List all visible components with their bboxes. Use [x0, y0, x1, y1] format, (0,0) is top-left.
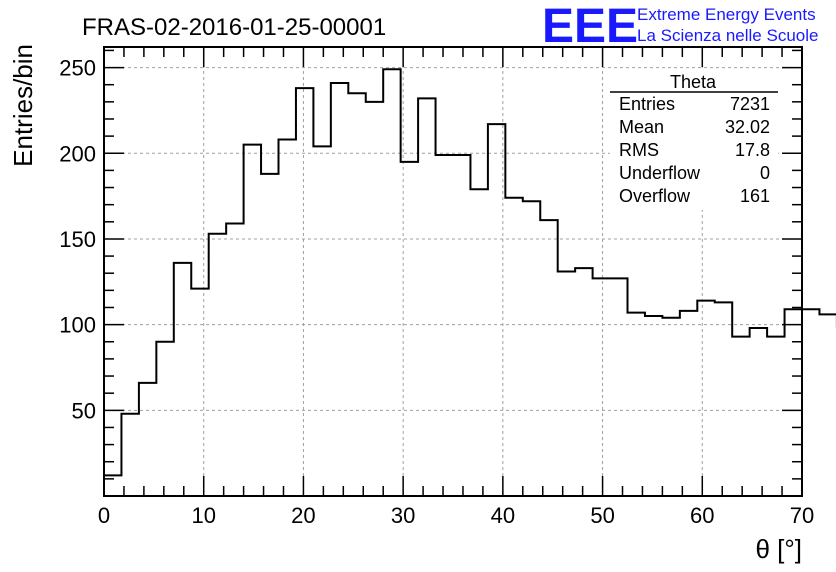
histogram-outline [103, 68, 836, 496]
stats-box: Theta Entries 7231 Mean 32.02 RMS 17.8 Underfl… [610, 70, 778, 210]
histogram-bin [715, 302, 732, 496]
histogram-bin [401, 162, 418, 496]
histogram-bin [610, 278, 627, 496]
histogram-bin [558, 272, 575, 497]
stats-title: Theta [670, 72, 717, 92]
histogram-bin [436, 155, 453, 496]
histogram-bin [819, 314, 836, 496]
histogram-bin [121, 414, 138, 496]
histogram-bin [226, 224, 243, 496]
chart-title: FRAS-02-2016-01-25-00001 [82, 14, 386, 41]
histogram-bin [645, 316, 662, 496]
histogram-bin [593, 278, 610, 496]
histogram-bin [139, 383, 156, 496]
y-tick-label: 100 [59, 313, 96, 338]
logo-line2: La Scienza nelle Scuole [637, 26, 818, 45]
x-tick-label: 30 [391, 503, 415, 528]
histogram-bin [174, 263, 191, 496]
x-tick-label: 50 [590, 503, 614, 528]
histogram-bin [156, 342, 173, 496]
histogram-bin [296, 88, 313, 496]
histogram-bin [767, 337, 784, 496]
histogram-bin [453, 155, 470, 496]
histogram-bin [366, 102, 383, 496]
histogram-bin [488, 124, 505, 496]
x-tick-label: 10 [191, 503, 215, 528]
histogram-bin [348, 93, 365, 496]
x-tick-label: 20 [291, 503, 315, 528]
histogram-bin [279, 140, 296, 496]
histogram-bin [383, 69, 400, 496]
histogram-bin [313, 146, 330, 496]
stats-label: Underflow [619, 163, 701, 183]
axis-ticks [103, 47, 803, 496]
stats-value: 17.8 [735, 140, 770, 160]
x-tick-label: 40 [491, 503, 515, 528]
logo-mark: EEE [542, 0, 638, 53]
logo-line1: Extreme Energy Events [637, 5, 816, 24]
histogram-bin [540, 220, 557, 496]
x-tick-labels: 0 10 20 30 40 50 60 70 [98, 503, 814, 528]
x-tick-label: 70 [790, 503, 814, 528]
stats-value: 161 [740, 186, 770, 206]
histogram-bin [331, 83, 348, 496]
x-tick-label: 60 [690, 503, 714, 528]
histogram-series [103, 68, 836, 497]
stats-label: Overflow [619, 186, 691, 206]
histogram-bin [523, 201, 540, 496]
histogram-bin [191, 289, 208, 496]
histogram-bin [418, 98, 435, 496]
histogram-bin [505, 198, 522, 496]
x-axis-title: θ [°] [755, 534, 802, 564]
x-tick-label: 0 [98, 503, 110, 528]
y-tick-label: 250 [59, 56, 96, 81]
stats-label: Mean [619, 117, 664, 137]
histogram-bin [750, 328, 767, 496]
stats-value: 7231 [730, 94, 770, 114]
y-tick-label: 150 [59, 227, 96, 252]
histogram-bin [732, 337, 749, 496]
histogram-bin [697, 301, 714, 496]
y-axis-title: Entries/bin [8, 44, 38, 167]
y-tick-label: 50 [72, 398, 96, 423]
histogram-bin [662, 318, 679, 496]
histogram-bin [680, 311, 697, 496]
stats-label: RMS [619, 140, 659, 160]
stats-box-bg [610, 70, 778, 210]
histogram-bin [244, 145, 261, 496]
histogram-bin [470, 189, 487, 496]
stats-label: Entries [619, 94, 675, 114]
eee-logo: EEE Extreme Energy Events La Scienza nel… [542, 0, 818, 53]
histogram-bin [628, 313, 645, 496]
y-tick-labels: 50 100 150 200 250 [59, 56, 96, 424]
histogram-bin [209, 234, 226, 496]
histogram-bin [261, 174, 278, 496]
y-tick-label: 200 [59, 141, 96, 166]
plot-frame [103, 46, 803, 497]
stats-value: 32.02 [725, 117, 770, 137]
stats-value: 0 [760, 163, 770, 183]
histogram-bin [575, 268, 592, 496]
histogram-bin [802, 309, 819, 496]
histogram-bin [785, 309, 802, 496]
